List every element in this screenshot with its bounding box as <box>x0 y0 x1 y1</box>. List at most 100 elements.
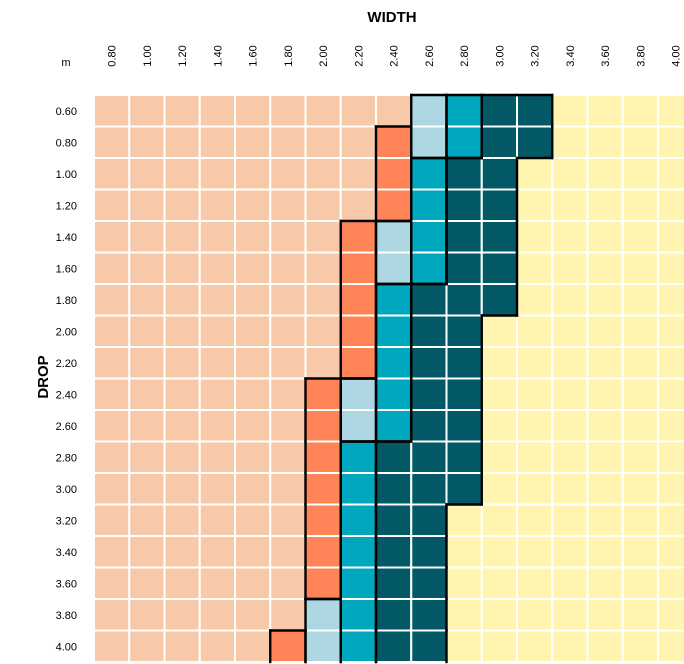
grid-cell <box>480 472 518 506</box>
grid-cell <box>269 220 307 254</box>
grid-cell <box>657 440 684 474</box>
grid-cell <box>621 251 659 285</box>
grid-cell <box>269 157 307 191</box>
grid-cell <box>551 251 589 285</box>
grid-cell <box>198 440 236 474</box>
grid-cell <box>234 188 272 222</box>
grid-cell <box>516 503 554 537</box>
y-tick-label: 2.00 <box>56 326 77 338</box>
chart-title: WIDTH <box>367 9 416 26</box>
grid-cell <box>516 314 554 348</box>
grid-cell <box>269 125 307 159</box>
grid-cell <box>163 629 201 663</box>
x-tick-label: 1.20 <box>177 45 189 66</box>
grid-cell <box>516 598 554 632</box>
grid-cell <box>339 220 377 254</box>
grid-cell <box>621 346 659 380</box>
grid-cell <box>551 409 589 443</box>
zone-borders <box>269 93 554 664</box>
grid-cell <box>304 346 342 380</box>
grid-cell <box>586 440 624 474</box>
grid-cell <box>516 157 554 191</box>
x-tick-label: 2.40 <box>389 45 401 66</box>
grid-cell <box>304 125 342 159</box>
grid-cell <box>163 440 201 474</box>
grid-cell <box>551 283 589 317</box>
grid-cell <box>304 188 342 222</box>
y-tick-label: 2.20 <box>56 358 77 370</box>
grid-cell <box>445 220 483 254</box>
grid-cell <box>234 440 272 474</box>
grid-cell <box>128 629 166 663</box>
grid-cell <box>304 409 342 443</box>
grid-cell <box>586 566 624 600</box>
y-tick-labels: 0.60 0.80 1.00 1.20 1.40 1.60 1.80 2.00 2.20 2.40… <box>56 106 77 654</box>
grid-cell <box>198 535 236 569</box>
grid-cell <box>657 346 684 380</box>
grid-cell <box>128 283 166 317</box>
grid-cell <box>128 503 166 537</box>
grid-cell <box>93 125 131 159</box>
grid-cell <box>234 472 272 506</box>
grid-cell <box>516 251 554 285</box>
grid-cell <box>304 314 342 348</box>
x-tick-label: 2.00 <box>318 45 330 66</box>
grid-cell <box>234 598 272 632</box>
grid-cell <box>269 346 307 380</box>
grid-cell <box>551 188 589 222</box>
grid-cell <box>234 503 272 537</box>
grid-cell <box>269 629 307 663</box>
grid-cell <box>410 188 448 222</box>
grid-cell <box>339 503 377 537</box>
grid-cell <box>269 251 307 285</box>
grid-cell <box>163 94 201 128</box>
x-tick-label: 4.00 <box>671 45 683 66</box>
grid-cell <box>551 314 589 348</box>
y-tick-label: 3.40 <box>56 547 77 559</box>
grid-cell <box>234 220 272 254</box>
grid-cell <box>621 377 659 411</box>
grid-cell <box>163 472 201 506</box>
grid-cell <box>198 346 236 380</box>
grid-cell <box>445 440 483 474</box>
grid-cell <box>234 629 272 663</box>
grid-cell <box>586 220 624 254</box>
grid-cell <box>163 409 201 443</box>
grid-cell <box>163 157 201 191</box>
grid-cell <box>480 629 518 663</box>
grid-cell <box>304 251 342 285</box>
grid-cell <box>657 472 684 506</box>
grid-cell <box>163 125 201 159</box>
grid-cell <box>586 629 624 663</box>
grid-cell <box>375 346 413 380</box>
grid-cell <box>339 283 377 317</box>
grid-cell <box>375 283 413 317</box>
grid-cell <box>234 314 272 348</box>
grid-cell <box>410 346 448 380</box>
grid-cell <box>445 94 483 128</box>
grid-cell <box>621 440 659 474</box>
grid-cell <box>621 629 659 663</box>
grid-cell <box>234 94 272 128</box>
grid-cell <box>375 535 413 569</box>
grid-cell <box>163 220 201 254</box>
x-tick-label: 3.60 <box>600 45 612 66</box>
grid-cell <box>516 440 554 474</box>
grid-cell <box>586 188 624 222</box>
grid-cell <box>480 283 518 317</box>
grid-cell <box>234 566 272 600</box>
grid-cell <box>657 629 684 663</box>
grid-cell <box>304 598 342 632</box>
y-axis-title: DROP <box>35 355 52 398</box>
x-tick-label: 1.00 <box>142 45 154 66</box>
grid-cell <box>339 94 377 128</box>
grid-cell <box>621 566 659 600</box>
grid-cell <box>163 188 201 222</box>
x-tick-label: 2.80 <box>459 45 471 66</box>
y-tick-label: 1.80 <box>56 295 77 307</box>
grid-cell <box>480 125 518 159</box>
grid-cells <box>93 94 684 663</box>
grid-cell <box>657 566 684 600</box>
grid-cell <box>657 283 684 317</box>
x-tick-labels: 0.80 1.00 1.20 1.40 1.60 1.80 2.00 2.20 2.40 2.60… <box>107 45 683 66</box>
